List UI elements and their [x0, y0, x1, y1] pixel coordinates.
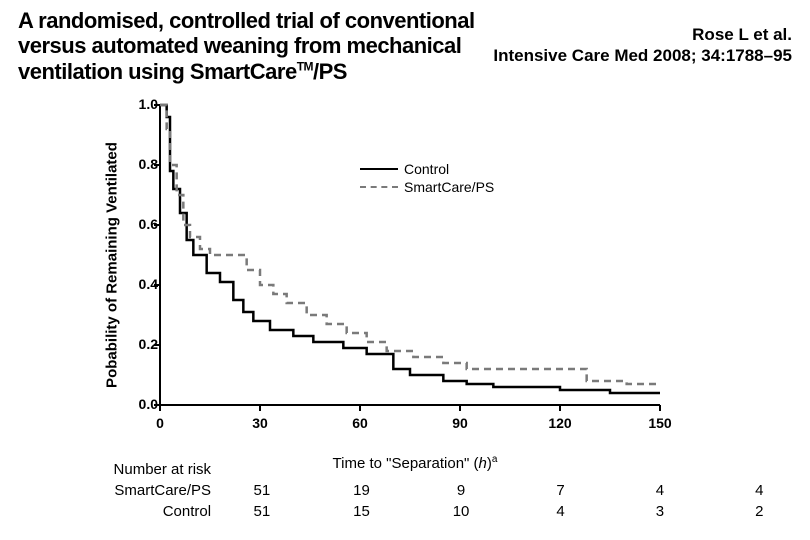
legend-item: Control — [360, 160, 494, 178]
risk-header: Number at risk — [82, 460, 211, 479]
y-axis-label: Pobability of Remaining Ventilated — [104, 142, 121, 388]
risk-row-label: Control — [82, 502, 211, 521]
y-tick-label: 0.4 — [139, 276, 158, 292]
y-tick-label: 0.2 — [139, 336, 158, 352]
x-tick-label: 60 — [348, 415, 372, 431]
risk-value: 2 — [711, 502, 808, 521]
x-tick-label: 150 — [648, 415, 672, 431]
risk-value: 15 — [313, 502, 411, 521]
km-chart: Pobability of Remaining Ventilated Time … — [150, 100, 680, 430]
citation-authors: Rose L et al. — [493, 24, 792, 45]
risk-value: 9 — [412, 481, 510, 500]
legend-label: SmartCare/PS — [404, 179, 494, 195]
risk-row-label: SmartCare/PS — [82, 481, 211, 500]
risk-value: 19 — [313, 481, 411, 500]
legend: Control SmartCare/PS — [360, 160, 494, 196]
number-at-risk-table: Number at riskSmartCare/PS51199744Contro… — [80, 458, 810, 523]
risk-value: 3 — [611, 502, 708, 521]
risk-value: 10 — [412, 502, 510, 521]
paper-title: A randomised, controlled trial of conven… — [18, 8, 488, 84]
risk-value: 51 — [213, 502, 311, 521]
risk-value: 51 — [213, 481, 311, 500]
header: A randomised, controlled trial of conven… — [18, 8, 792, 84]
legend-label: Control — [404, 161, 449, 177]
x-tick-label: 0 — [148, 415, 172, 431]
citation: Rose L et al. Intensive Care Med 2008; 3… — [493, 24, 792, 67]
y-tick-label: 0.8 — [139, 156, 158, 172]
y-tick-label: 0.0 — [139, 396, 158, 412]
x-tick-label: 30 — [248, 415, 272, 431]
risk-value: 4 — [512, 502, 609, 521]
risk-value: 7 — [512, 481, 609, 500]
y-tick-label: 1.0 — [139, 96, 158, 112]
citation-journal: Intensive Care Med 2008; 34:1788–95 — [493, 45, 792, 66]
risk-value: 4 — [711, 481, 808, 500]
risk-value: 4 — [611, 481, 708, 500]
x-tick-label: 90 — [448, 415, 472, 431]
legend-item: SmartCare/PS — [360, 178, 494, 196]
chart-svg — [150, 100, 680, 430]
y-tick-label: 0.6 — [139, 216, 158, 232]
x-tick-label: 120 — [548, 415, 572, 431]
